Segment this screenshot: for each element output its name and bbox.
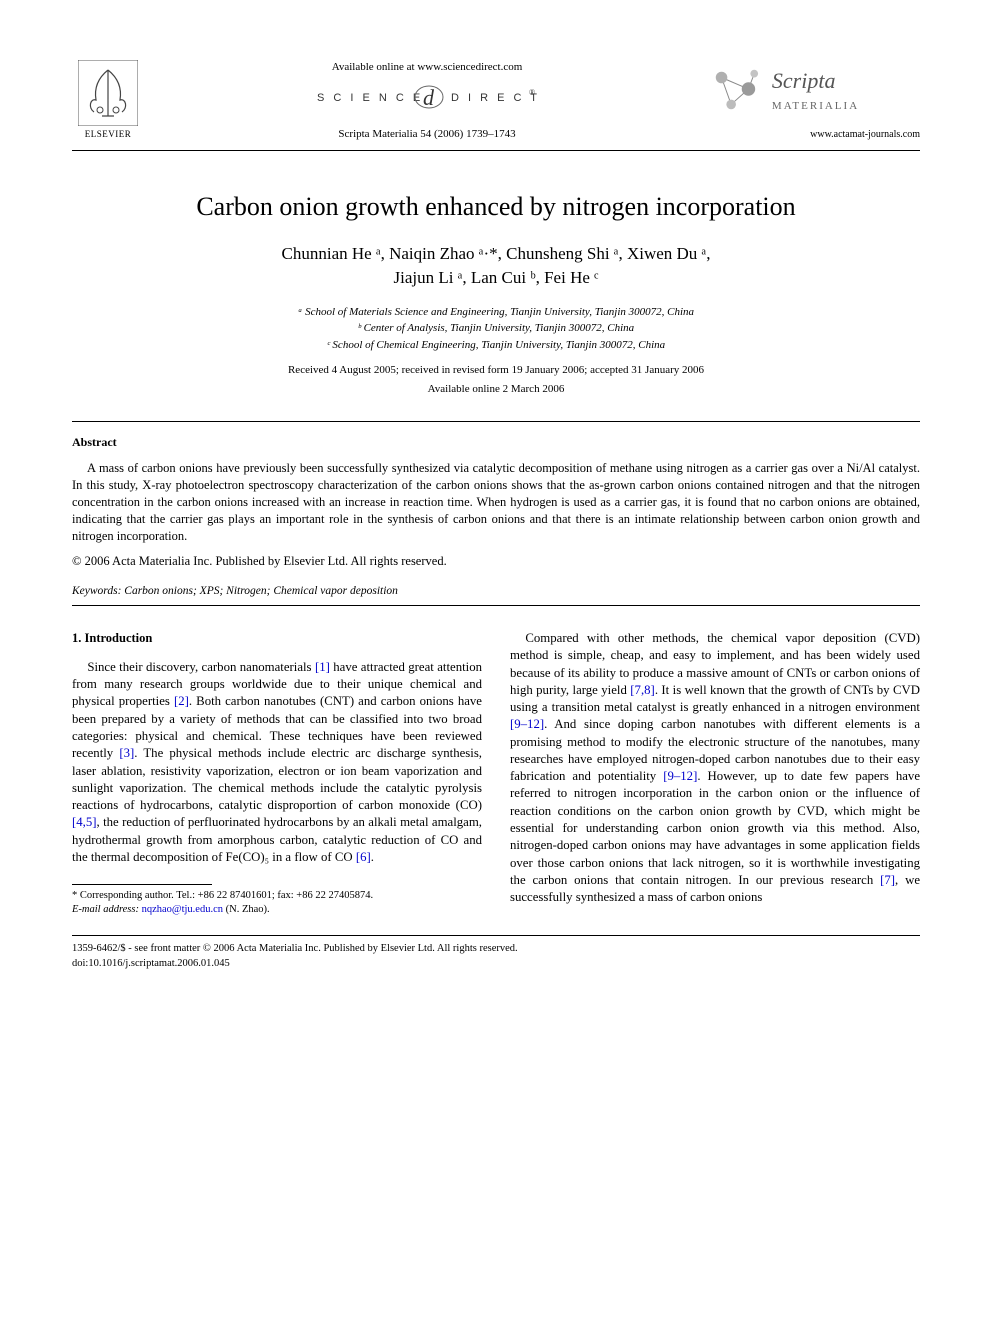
affiliation-b: ᵇ Center of Analysis, Tianjin University… (72, 320, 920, 337)
corresponding-footnote: * Corresponding author. Tel.: +86 22 874… (72, 889, 482, 917)
page-container: ELSEVIER Available online at www.science… (0, 0, 992, 1011)
footnote-rule (72, 884, 212, 885)
affiliations: ᵃ School of Materials Science and Engine… (72, 304, 920, 354)
scripta-title: Scripta (772, 68, 836, 93)
abstract-body: A mass of carbon onions have previously … (72, 460, 920, 544)
elsevier-tree-icon (78, 60, 138, 126)
journal-reference: Scripta Materialia 54 (2006) 1739–1743 (164, 127, 690, 142)
header-rule (72, 150, 920, 151)
ref-link-2[interactable]: [2] (174, 694, 189, 708)
scripta-subtitle: MATERIALIA (772, 100, 859, 112)
keywords-line: Keywords: Carbon onions; XPS; Nitrogen; … (72, 584, 920, 600)
elsevier-logo-block: ELSEVIER (72, 60, 144, 140)
svg-text:d: d (423, 85, 435, 109)
abstract-top-rule (72, 421, 920, 422)
ref-link-7[interactable]: [7] (880, 873, 895, 887)
sciencedirect-logo: S C I E N C E d D I R E C T ® (164, 85, 690, 114)
keywords-text: Carbon onions; XPS; Nitrogen; Chemical v… (121, 585, 398, 597)
header-center: Available online at www.sciencedirect.co… (144, 60, 710, 142)
abstract-bottom-rule (72, 605, 920, 606)
email-name: (N. Zhao). (226, 904, 270, 915)
intro-text-1d: . The physical methods include electric … (72, 746, 482, 812)
corresponding-email-line: E-mail address: nqzhao@tju.edu.cn (N. Zh… (72, 903, 482, 917)
corresponding-author: * Corresponding author. Tel.: +86 22 874… (72, 889, 482, 903)
intro-text-1f: . (371, 850, 374, 864)
intro-paragraph-2: Compared with other methods, the chemica… (510, 630, 920, 906)
ref-link-7-8[interactable]: [7,8] (630, 683, 655, 697)
received-dates: Received 4 August 2005; received in revi… (72, 363, 920, 378)
authors-line-2: Jiajun Li ᵃ, Lan Cui ᵇ, Fei He ᶜ (393, 268, 598, 287)
ref-link-4-5[interactable]: [4,5] (72, 815, 97, 829)
footer-copyright: 1359-6462/$ - see front matter © 2006 Ac… (72, 942, 920, 956)
left-column: 1. Introduction Since their discovery, c… (72, 630, 482, 917)
article-title: Carbon onion growth enhanced by nitrogen… (72, 189, 920, 224)
ref-link-9-12b[interactable]: [9–12] (663, 769, 697, 783)
svg-text:S C I E N C E: S C I E N C E (317, 92, 423, 104)
available-online-text: Available online at www.sciencedirect.co… (164, 60, 690, 75)
abstract-heading: Abstract (72, 434, 920, 450)
authors: Chunnian He ᵃ, Naiqin Zhao ᵃ·*, Chunshen… (72, 242, 920, 290)
authors-line-1: Chunnian He ᵃ, Naiqin Zhao ᵃ·*, Chunshen… (282, 244, 711, 263)
affiliation-c: ᶜ School of Chemical Engineering, Tianji… (72, 337, 920, 354)
intro-paragraph-1: Since their discovery, carbon nanomateri… (72, 659, 482, 866)
body-columns: 1. Introduction Since their discovery, c… (72, 630, 920, 917)
introduction-heading: 1. Introduction (72, 630, 482, 647)
scripta-logo: Scripta MATERIALIA (710, 60, 920, 120)
ref-link-9-12a[interactable]: [9–12] (510, 717, 544, 731)
affiliation-a: ᵃ School of Materials Science and Engine… (72, 304, 920, 321)
email-label: E-mail address: (72, 904, 139, 915)
ref-link-1[interactable]: [1] (315, 660, 330, 674)
scripta-graphic-icon (710, 67, 762, 113)
footer-rule (72, 935, 920, 936)
header-row: ELSEVIER Available online at www.science… (72, 60, 920, 142)
scripta-logo-block: Scripta MATERIALIA www.actamat-journals.… (710, 60, 920, 141)
journal-url: www.actamat-journals.com (710, 128, 920, 142)
svg-text:®: ® (529, 88, 535, 97)
available-online-date: Available online 2 March 2006 (72, 382, 920, 397)
footer-doi: doi:10.1016/j.scriptamat.2006.01.045 (72, 957, 920, 971)
abstract-copyright: © 2006 Acta Materialia Inc. Published by… (72, 553, 920, 570)
ref-link-3[interactable]: [3] (119, 746, 134, 760)
elsevier-label: ELSEVIER (72, 128, 144, 140)
right-column: Compared with other methods, the chemica… (510, 630, 920, 917)
intro-text-1a: Since their discovery, carbon nanomateri… (87, 660, 315, 674)
ref-link-6[interactable]: [6] (356, 850, 371, 864)
email-link[interactable]: nqzhao@tju.edu.cn (139, 904, 226, 915)
intro-text-2d: . However, up to date few papers have re… (510, 769, 920, 887)
svg-text:D I R E C T: D I R E C T (451, 92, 537, 104)
intro-text-1e: , the reduction of perfluorinated hydroc… (72, 815, 482, 864)
keywords-label: Keywords: (72, 585, 121, 597)
